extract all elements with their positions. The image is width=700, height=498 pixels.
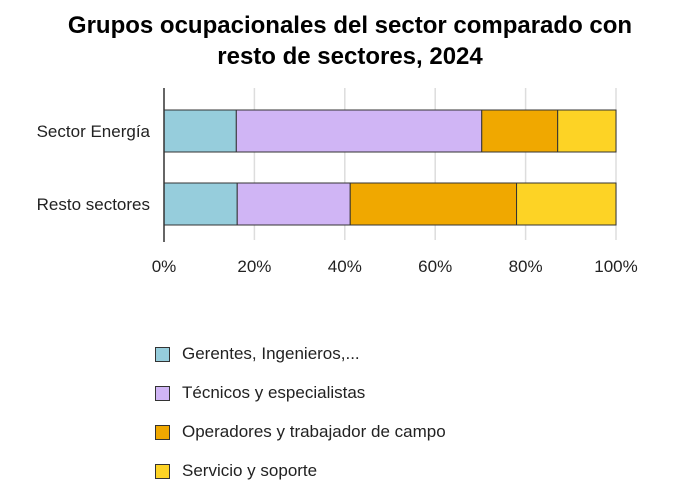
title-line-2: resto de sectores, 2024 — [217, 43, 483, 70]
bar-segment — [163, 109, 237, 153]
bar-segment — [557, 109, 617, 153]
x-tick-label: 80% — [509, 257, 543, 276]
y-tick-label: Resto sectores — [37, 195, 150, 214]
legend-swatch — [155, 424, 170, 440]
bar-segment — [236, 182, 351, 226]
x-tick-label: 0% — [152, 257, 177, 276]
legend-swatch — [155, 385, 170, 401]
legend-swatch — [155, 346, 170, 362]
legend-label: Gerentes, Ingenieros,... — [182, 344, 360, 363]
legend-label: Operadores y trabajador de campo — [182, 422, 446, 441]
x-tick-label: 100% — [594, 257, 637, 276]
x-tick-label: 20% — [237, 257, 271, 276]
legend-item: Técnicos y especialistas — [155, 383, 365, 403]
legend-item: Gerentes, Ingenieros,... — [155, 344, 360, 364]
title-line-1: Grupos ocupacionales del sector comparad… — [67, 12, 633, 39]
bar-segment — [349, 182, 518, 226]
legend-label: Servicio y soporte — [182, 461, 318, 480]
y-tick-label: Sector Energía — [37, 122, 151, 141]
legend-label: Técnicos y especialistas — [182, 383, 366, 402]
legend-swatch — [155, 463, 170, 479]
x-tick-label: 60% — [418, 257, 452, 276]
bar-segment — [163, 182, 238, 226]
legend-item: Operadores y trabajador de campo — [155, 422, 446, 442]
x-tick-label: 40% — [328, 257, 362, 276]
plot-area: 0% 20% 40% 60% 80% 100% Sector Energía Resto se… — [37, 88, 638, 276]
bar-segment — [481, 109, 559, 153]
bar-segment — [516, 182, 617, 226]
legend-item: Servicio y soporte — [155, 461, 317, 481]
bar-segment — [235, 109, 483, 153]
chart-title: Grupos ocupacionales del sector comparad… — [0, 10, 700, 72]
